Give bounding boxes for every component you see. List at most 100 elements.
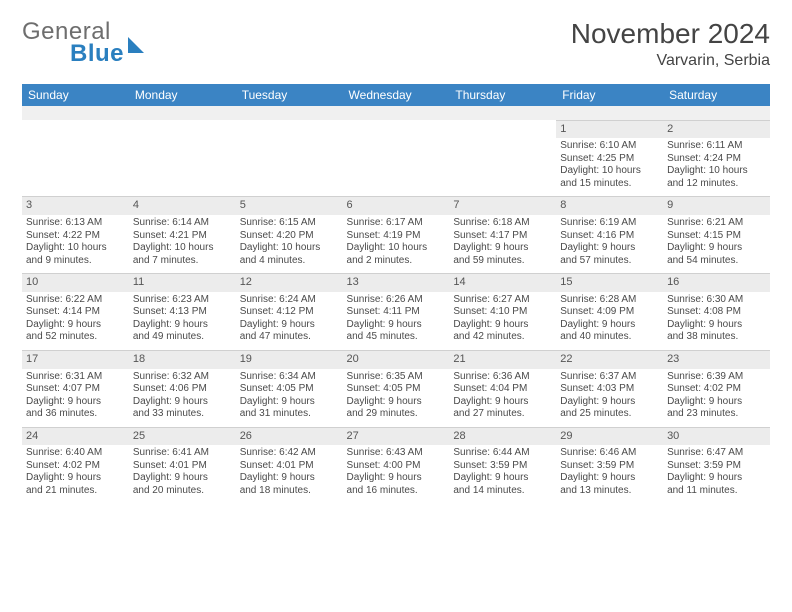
daylight-text: Daylight: 9 hours bbox=[133, 472, 232, 485]
sunset-text: Sunset: 4:16 PM bbox=[560, 230, 659, 243]
sunset-text: Sunset: 4:02 PM bbox=[26, 460, 125, 473]
day-number: 24 bbox=[22, 428, 129, 446]
sunrise-text: Sunrise: 6:23 AM bbox=[133, 294, 232, 307]
calendar-week-row: 17Sunrise: 6:31 AMSunset: 4:07 PMDayligh… bbox=[22, 350, 770, 427]
sunset-text: Sunset: 4:14 PM bbox=[26, 306, 125, 319]
weekday-header: Tuesday bbox=[236, 84, 343, 106]
day-number: 30 bbox=[663, 428, 770, 446]
daylight-text: Daylight: 9 hours bbox=[560, 242, 659, 255]
weekday-header: Thursday bbox=[449, 84, 556, 106]
sunrise-text: Sunrise: 6:39 AM bbox=[667, 371, 766, 384]
sunrise-text: Sunrise: 6:24 AM bbox=[240, 294, 339, 307]
calendar-day-cell: 26Sunrise: 6:42 AMSunset: 4:01 PMDayligh… bbox=[236, 427, 343, 503]
sunset-text: Sunset: 4:02 PM bbox=[667, 383, 766, 396]
calendar-day-cell: 20Sunrise: 6:35 AMSunset: 4:05 PMDayligh… bbox=[343, 350, 450, 427]
weekday-header: Sunday bbox=[22, 84, 129, 106]
calendar-day-cell: 4Sunrise: 6:14 AMSunset: 4:21 PMDaylight… bbox=[129, 197, 236, 274]
sunset-text: Sunset: 3:59 PM bbox=[453, 460, 552, 473]
day-number: 18 bbox=[129, 351, 236, 369]
calendar-day-cell: 3Sunrise: 6:13 AMSunset: 4:22 PMDaylight… bbox=[22, 197, 129, 274]
sunrise-text: Sunrise: 6:22 AM bbox=[26, 294, 125, 307]
day-number: 4 bbox=[129, 197, 236, 215]
location-subtitle: Varvarin, Serbia bbox=[571, 52, 770, 70]
daylight-text: and 7 minutes. bbox=[133, 255, 232, 268]
daylight-text: and 33 minutes. bbox=[133, 408, 232, 421]
header-row: General Blue November 2024 Varvarin, Ser… bbox=[22, 18, 770, 70]
day-number: 29 bbox=[556, 428, 663, 446]
calendar-day-cell: 17Sunrise: 6:31 AMSunset: 4:07 PMDayligh… bbox=[22, 350, 129, 427]
daylight-text: and 47 minutes. bbox=[240, 331, 339, 344]
day-number: 26 bbox=[236, 428, 343, 446]
day-number: 17 bbox=[22, 351, 129, 369]
brand-word-2: Blue bbox=[70, 40, 124, 68]
sunrise-text: Sunrise: 6:17 AM bbox=[347, 217, 446, 230]
calendar-week-row: 24Sunrise: 6:40 AMSunset: 4:02 PMDayligh… bbox=[22, 427, 770, 503]
spacer-row bbox=[22, 106, 770, 120]
sunrise-text: Sunrise: 6:35 AM bbox=[347, 371, 446, 384]
day-number: 6 bbox=[343, 197, 450, 215]
day-number: 22 bbox=[556, 351, 663, 369]
daylight-text: Daylight: 10 hours bbox=[667, 165, 766, 178]
sunset-text: Sunset: 4:03 PM bbox=[560, 383, 659, 396]
calendar-week-row: 10 Sunrise: 6:22 AMSunset: 4:14 PM Dayligh… bbox=[22, 274, 770, 351]
daylight-text: Daylight: 9 hours bbox=[133, 319, 232, 332]
brand-triangle-icon bbox=[128, 37, 144, 53]
calendar-day-cell: 24Sunrise: 6:40 AMSunset: 4:02 PMDayligh… bbox=[22, 427, 129, 503]
month-title: November 2024 bbox=[571, 18, 770, 50]
sunrise-text: Sunrise: 6:28 AM bbox=[560, 294, 659, 307]
sunrise-text: Sunrise: 6:36 AM bbox=[453, 371, 552, 384]
daylight-text: Daylight: 9 hours bbox=[453, 472, 552, 485]
calendar-day-cell: 19 Sunrise: 6:34 AMSunset: 4:05 PMDayligh… bbox=[236, 350, 343, 427]
daylight-text: Daylight: 9 hours bbox=[240, 396, 339, 409]
weekday-header-row: Sunday Monday Tuesday Wednesday Thursday… bbox=[22, 84, 770, 106]
sunset-text: Sunset: 4:11 PM bbox=[347, 306, 446, 319]
day-number: 11 bbox=[129, 274, 236, 292]
day-number: 19 bbox=[236, 351, 343, 369]
day-number: 9 bbox=[663, 197, 770, 215]
sunset-text: Sunset: 4:07 PM bbox=[26, 383, 125, 396]
daylight-text: Daylight: 9 hours bbox=[347, 319, 446, 332]
calendar-day-cell: 2Sunrise: 6:11 AMSunset: 4:24 PMDaylight… bbox=[663, 120, 770, 197]
calendar-day-cell bbox=[343, 120, 450, 197]
day-number: 10 bbox=[22, 274, 129, 292]
daylight-text: Daylight: 9 hours bbox=[667, 396, 766, 409]
calendar-day-cell: 27Sunrise: 6:43 AMSunset: 4:00 PMDayligh… bbox=[343, 427, 450, 503]
sunrise-text: Sunrise: 6:32 AM bbox=[133, 371, 232, 384]
sunset-text: Sunset: 4:01 PM bbox=[133, 460, 232, 473]
sunrise-text: Sunrise: 6:41 AM bbox=[133, 447, 232, 460]
sunrise-text: Sunrise: 6:47 AM bbox=[667, 447, 766, 460]
sunrise-text: Sunrise: 6:44 AM bbox=[453, 447, 552, 460]
sunset-text: Sunset: 4:17 PM bbox=[453, 230, 552, 243]
daylight-text: and 11 minutes. bbox=[667, 485, 766, 498]
calendar-week-row: 1Sunrise: 6:10 AMSunset: 4:25 PMDaylight… bbox=[22, 120, 770, 197]
sunrise-text: Sunrise: 6:34 AM bbox=[240, 371, 339, 384]
calendar-body: 1Sunrise: 6:10 AMSunset: 4:25 PMDaylight… bbox=[22, 106, 770, 503]
daylight-text: Daylight: 9 hours bbox=[453, 319, 552, 332]
daylight-text: Daylight: 9 hours bbox=[453, 242, 552, 255]
calendar-day-cell bbox=[449, 120, 556, 197]
daylight-text: and 21 minutes. bbox=[26, 485, 125, 498]
sunrise-text: Sunrise: 6:14 AM bbox=[133, 217, 232, 230]
sunset-text: Sunset: 4:04 PM bbox=[453, 383, 552, 396]
sunset-text: Sunset: 4:05 PM bbox=[240, 383, 339, 396]
calendar-day-cell: 7Sunrise: 6:18 AMSunset: 4:17 PMDaylight… bbox=[449, 197, 556, 274]
sunset-text: Sunset: 4:01 PM bbox=[240, 460, 339, 473]
calendar-day-cell: 18Sunrise: 6:32 AMSunset: 4:06 PMDayligh… bbox=[129, 350, 236, 427]
sunrise-text: Sunrise: 6:26 AM bbox=[347, 294, 446, 307]
calendar-day-cell: 29Sunrise: 6:46 AMSunset: 3:59 PMDayligh… bbox=[556, 427, 663, 503]
calendar-day-cell: 15Sunrise: 6:28 AMSunset: 4:09 PMDayligh… bbox=[556, 274, 663, 351]
daylight-text: and 59 minutes. bbox=[453, 255, 552, 268]
daylight-text: and 25 minutes. bbox=[560, 408, 659, 421]
day-number: 8 bbox=[556, 197, 663, 215]
daylight-text: Daylight: 10 hours bbox=[133, 242, 232, 255]
daylight-text: Daylight: 10 hours bbox=[240, 242, 339, 255]
weekday-header: Saturday bbox=[663, 84, 770, 106]
sunset-text: Sunset: 4:06 PM bbox=[133, 383, 232, 396]
daylight-text: and 40 minutes. bbox=[560, 331, 659, 344]
calendar-day-cell: 30Sunrise: 6:47 AMSunset: 3:59 PMDayligh… bbox=[663, 427, 770, 503]
daylight-text: and 18 minutes. bbox=[240, 485, 339, 498]
sunset-text: Sunset: 4:24 PM bbox=[667, 153, 766, 166]
sunrise-text: Sunrise: 6:43 AM bbox=[347, 447, 446, 460]
day-number: 1 bbox=[556, 121, 663, 139]
calendar-day-cell: 16Sunrise: 6:30 AMSunset: 4:08 PMDayligh… bbox=[663, 274, 770, 351]
